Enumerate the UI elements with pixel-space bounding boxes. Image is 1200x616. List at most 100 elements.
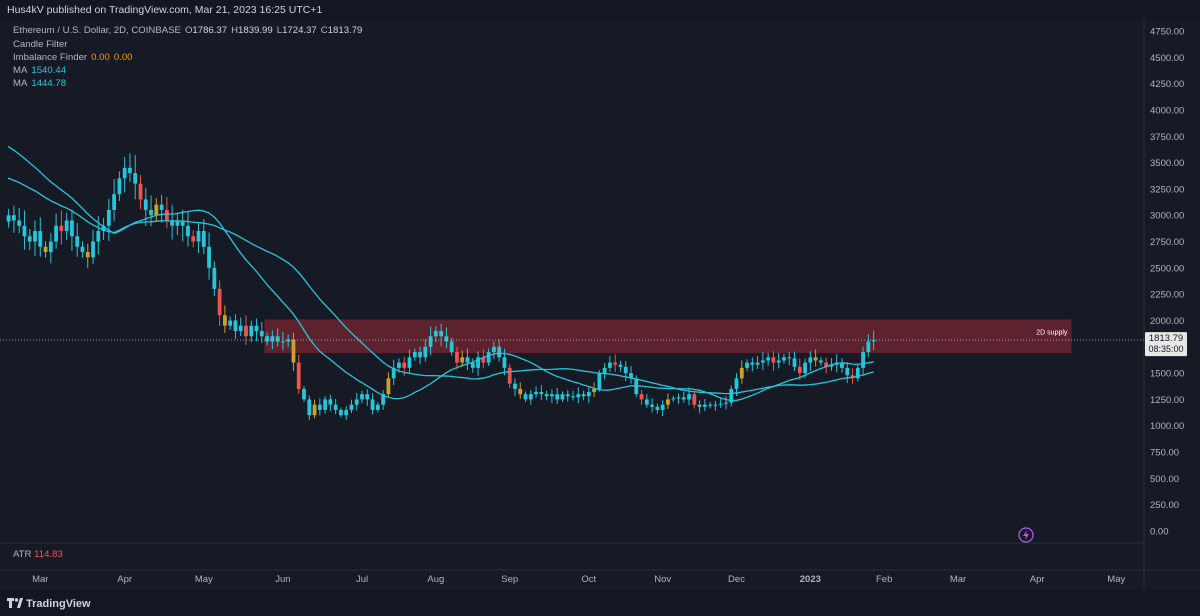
candle[interactable] (439, 331, 444, 337)
candle[interactable] (840, 362, 844, 368)
candle[interactable] (776, 360, 781, 363)
candle[interactable] (702, 404, 707, 407)
candle[interactable] (486, 352, 491, 363)
candle[interactable] (523, 394, 528, 400)
candle[interactable] (212, 267, 217, 289)
candle[interactable] (713, 404, 718, 406)
candle[interactable] (592, 388, 596, 393)
candle[interactable] (750, 362, 755, 365)
candle[interactable] (259, 331, 264, 337)
candle[interactable] (507, 367, 512, 384)
candle[interactable] (534, 392, 538, 395)
candle[interactable] (866, 341, 871, 353)
legend-ma1-row[interactable]: MA 1540.44 (13, 65, 70, 76)
candle[interactable] (196, 231, 201, 242)
candle[interactable] (370, 399, 375, 410)
candle[interactable] (644, 399, 649, 405)
candle[interactable] (17, 220, 22, 226)
candle[interactable] (333, 404, 338, 410)
candle[interactable] (708, 404, 713, 406)
candle[interactable] (317, 404, 322, 410)
candle[interactable] (360, 394, 364, 400)
candle[interactable] (623, 366, 628, 374)
candle[interactable] (12, 215, 16, 221)
candle[interactable] (671, 398, 676, 400)
candle[interactable] (571, 396, 575, 398)
candle[interactable] (222, 315, 227, 326)
candle[interactable] (249, 325, 254, 337)
ma1-line[interactable] (8, 146, 874, 402)
candle[interactable] (586, 392, 591, 397)
candle[interactable] (228, 320, 233, 326)
tradingview-logo-icon[interactable] (7, 597, 23, 609)
candle[interactable] (265, 336, 269, 342)
candle[interactable] (465, 357, 470, 363)
candle[interactable] (470, 362, 475, 368)
candle[interactable] (254, 325, 259, 331)
legend-imbalance-row[interactable]: Imbalance Finder 0.00 0.00 (13, 52, 137, 63)
candle[interactable] (687, 394, 691, 400)
candle[interactable] (803, 362, 807, 374)
candle[interactable] (238, 325, 243, 331)
candle[interactable] (502, 357, 507, 368)
candle[interactable] (513, 383, 517, 389)
candle[interactable] (85, 252, 90, 258)
candle[interactable] (112, 194, 117, 210)
candle[interactable] (449, 341, 454, 353)
candle[interactable] (766, 357, 771, 361)
candle[interactable] (724, 402, 728, 404)
candle[interactable] (244, 325, 248, 337)
candle[interactable] (581, 394, 586, 397)
candle[interactable] (381, 394, 386, 405)
candle[interactable] (143, 199, 148, 210)
candle[interactable] (681, 397, 686, 400)
candle[interactable] (787, 357, 792, 359)
candle[interactable] (391, 367, 396, 379)
candle[interactable] (660, 404, 665, 410)
candle[interactable] (412, 352, 417, 358)
candle[interactable] (233, 320, 238, 331)
candle[interactable] (180, 220, 185, 226)
candle[interactable] (560, 394, 565, 400)
candle[interactable] (818, 360, 823, 363)
candle[interactable] (444, 336, 449, 342)
candle[interactable] (217, 288, 222, 316)
candle[interactable] (96, 231, 101, 242)
candle[interactable] (745, 362, 749, 368)
candle[interactable] (460, 357, 465, 363)
candle[interactable] (275, 336, 280, 342)
candle[interactable] (349, 404, 354, 410)
candle[interactable] (433, 331, 438, 337)
candle[interactable] (128, 167, 132, 174)
candle[interactable] (729, 388, 734, 403)
candle[interactable] (302, 388, 306, 400)
candle[interactable] (6, 215, 11, 222)
candle[interactable] (544, 394, 549, 397)
candle[interactable] (597, 373, 602, 389)
candle[interactable] (54, 225, 59, 242)
candle[interactable] (22, 225, 27, 237)
candle[interactable] (797, 366, 802, 374)
candle[interactable] (692, 394, 697, 405)
candle[interactable] (170, 220, 175, 226)
ma2-line[interactable] (8, 177, 874, 395)
candle[interactable] (855, 367, 860, 379)
legend-candle-filter[interactable]: Candle Filter (13, 39, 68, 50)
candle[interactable] (792, 358, 797, 367)
candle[interactable] (323, 399, 328, 410)
candle[interactable] (386, 378, 391, 395)
candle[interactable] (629, 373, 633, 379)
candle[interactable] (296, 362, 301, 389)
candle[interactable] (718, 403, 723, 405)
candle[interactable] (27, 236, 32, 242)
candle[interactable] (175, 220, 180, 226)
candle[interactable] (476, 357, 480, 368)
candle[interactable] (618, 364, 623, 367)
candle[interactable] (813, 357, 818, 361)
candle[interactable] (344, 409, 349, 416)
candle[interactable] (782, 357, 786, 361)
candle[interactable] (80, 246, 85, 253)
candle[interactable] (734, 378, 739, 389)
candle[interactable] (365, 394, 370, 400)
